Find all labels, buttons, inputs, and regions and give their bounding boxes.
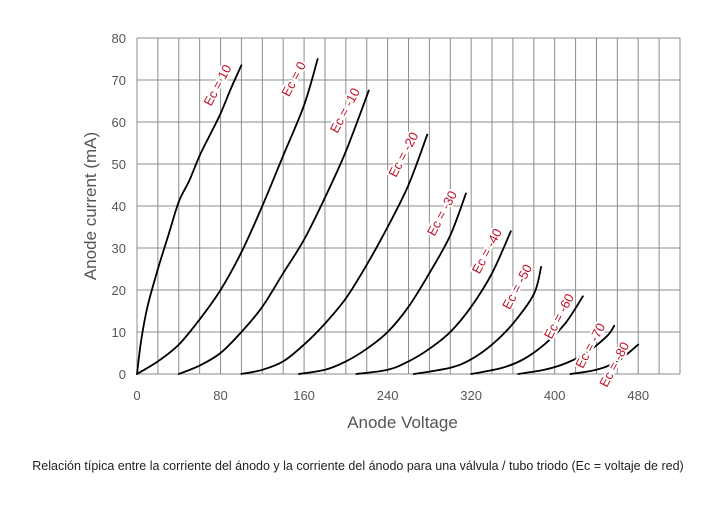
series-curve: [136, 64, 243, 375]
x-tick-label: 320: [460, 388, 482, 403]
series-label: Ec = -60: [541, 291, 577, 341]
series-curve: [177, 89, 370, 375]
y-tick-label: 30: [112, 241, 126, 256]
x-tick-label: 400: [544, 388, 566, 403]
x-tick-label: 240: [377, 388, 399, 403]
series-label: Ec = -80: [596, 339, 632, 389]
series-curve: [470, 295, 584, 375]
x-tick-label: 80: [213, 388, 227, 403]
series-label: Ec = -10: [327, 85, 363, 135]
y-tick-label: 60: [112, 115, 126, 130]
y-tick-label: 20: [112, 283, 126, 298]
series-curve: [297, 192, 467, 375]
y-tick-label: 0: [119, 367, 126, 382]
series-curves: [136, 58, 640, 375]
series-curve: [136, 58, 319, 375]
tick-labels: 0 80 160 240 320 400 480 0 10 20 30 40 50 60 70 80: [112, 31, 650, 403]
series-curve: [240, 133, 429, 375]
chart: 0 80 160 240 320 400 480 0 10 20 30 40 50 60 70 80 Ec =…: [81, 31, 681, 432]
y-tick-label: 10: [112, 325, 126, 340]
figure-caption: Relación típica entre la corriente del á…: [32, 459, 684, 473]
series-label: Ec = 10: [200, 62, 234, 108]
y-tick-label: 50: [112, 157, 126, 172]
chart-plot: 0 80 160 240 320 400 480 0 10 20 30 40 50 60 70 80 Ec =…: [81, 31, 681, 432]
y-axis-title: Anode current (mA): [81, 132, 100, 280]
x-axis-title: Anode Voltage: [347, 413, 458, 432]
y-tick-label: 80: [112, 31, 126, 46]
series-label: Ec = -70: [572, 321, 608, 371]
x-tick-label: 0: [133, 388, 140, 403]
series-curve: [569, 343, 640, 375]
series-label: Ec = -50: [499, 262, 535, 312]
y-tick-label: 70: [112, 73, 126, 88]
series-curve: [412, 266, 543, 375]
series-curve: [355, 230, 512, 375]
series-label: Ec = -40: [469, 226, 505, 276]
y-tick-label: 40: [112, 199, 126, 214]
series-curve: [517, 324, 616, 375]
x-tick-label: 160: [293, 388, 315, 403]
x-tick-label: 480: [627, 388, 649, 403]
series-label: Ec = -20: [385, 129, 421, 179]
